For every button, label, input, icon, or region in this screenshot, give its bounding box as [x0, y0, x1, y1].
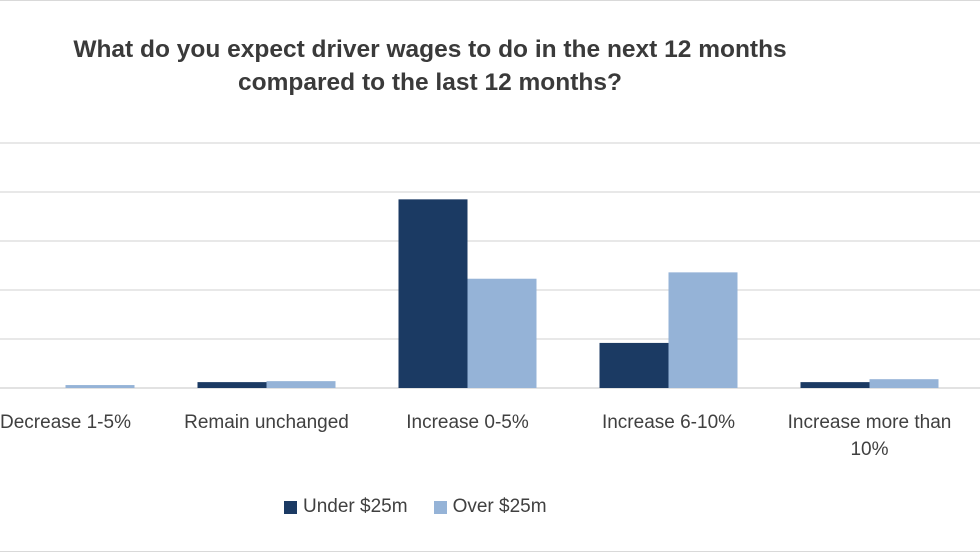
bar-over-25m-increase-0-5 [467, 278, 537, 388]
chart-title: What do you expect driver wages to do in… [0, 33, 860, 99]
legend-label-under-25m: Under $25m [303, 496, 408, 517]
bar-under-25m-increase-6-10 [599, 342, 669, 388]
bar-under-25m-increase-0-5 [398, 199, 468, 388]
bar-over-25m-increase-6-10 [668, 272, 738, 388]
x-tick-label-increase-more-than-10: Increase more than 10% [788, 412, 952, 460]
legend-item-over-25m: Over $25m [433, 496, 547, 518]
bar-under-25m-increase-more-than-10 [800, 382, 870, 388]
bar-over-25m-increase-more-than-10 [869, 379, 939, 388]
x-tick-label-remain-unchanged: Remain unchanged [184, 412, 349, 433]
legend-swatch-under-25m [284, 500, 297, 514]
x-tick-label-increase-6-10: Increase 6-10% [602, 412, 735, 433]
legend-item-under-25m: Under $25m [284, 496, 408, 518]
bar-over-25m-decrease-1-5 [65, 385, 135, 388]
legend-swatch-over-25m [433, 500, 447, 514]
legend-label-over-25m: Over $25m [452, 496, 547, 517]
chart-title-line-1: What do you expect driver wages to do in… [73, 36, 787, 63]
x-tick-label-decrease-1-5: Decrease 1-5% [0, 412, 131, 433]
x-tick-label-increase-0-5: Increase 0-5% [406, 412, 529, 433]
bar-over-25m-remain-unchanged [266, 381, 336, 388]
legend: Under $25m Over $25m [284, 496, 573, 518]
bar-under-25m-remain-unchanged [197, 382, 267, 388]
chart-title-line-2: compared to the last 12 months? [238, 69, 622, 96]
